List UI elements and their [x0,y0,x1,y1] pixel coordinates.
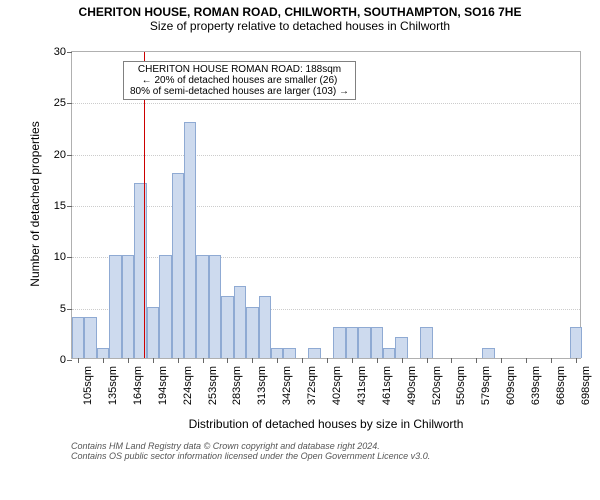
footer-line-1: Contains HM Land Registry data © Crown c… [71,441,581,451]
histogram-bar [122,255,134,358]
histogram-bar [271,348,283,358]
histogram-bar [395,337,407,358]
x-tick-mark [302,358,303,363]
histogram-bar [482,348,494,358]
x-tick-mark [451,358,452,363]
footer-line-2: Contains OS public sector information li… [71,451,581,461]
x-tick-label: 639sqm [530,366,542,405]
x-tick-label: 402sqm [331,366,343,405]
x-tick-mark [252,358,253,363]
gridline [72,206,580,207]
histogram-bar [172,173,184,358]
x-tick-mark [427,358,428,363]
x-tick-label: 431sqm [356,366,368,405]
y-axis-label: Number of detached properties [28,104,42,304]
x-tick-label: 105sqm [82,366,94,405]
gridline [72,257,580,258]
annotation-line-1: CHERITON HOUSE ROMAN ROAD: 188sqm [130,64,349,75]
histogram-bar [346,327,358,358]
histogram-bar [358,327,370,358]
gridline [72,155,580,156]
x-tick-label: 372sqm [306,366,318,405]
x-tick-mark [551,358,552,363]
x-tick-mark [153,358,154,363]
histogram-bar [221,296,233,358]
x-axis-label: Distribution of detached houses by size … [71,417,581,431]
histogram-bar [209,255,221,358]
x-tick-mark [352,358,353,363]
y-tick-mark [67,206,72,207]
histogram-bar [259,296,271,358]
annotation-box: CHERITON HOUSE ROMAN ROAD: 188sqm ← 20% … [123,61,356,100]
histogram-bar [84,317,96,358]
histogram-bar [97,348,109,358]
x-tick-label: 668sqm [555,366,567,405]
x-tick-label: 550sqm [455,366,467,405]
y-tick-mark [67,103,72,104]
x-tick-label: 164sqm [132,366,144,405]
x-tick-mark [277,358,278,363]
chart-title-2: Size of property relative to detached ho… [5,19,595,33]
x-tick-label: 609sqm [505,366,517,405]
histogram-bar [333,327,345,358]
x-tick-mark [526,358,527,363]
histogram-bar [246,307,258,358]
x-tick-mark [203,358,204,363]
histogram-bar [234,286,246,358]
x-tick-mark [178,358,179,363]
histogram-bar [383,348,395,358]
annotation-line-2: ← 20% of detached houses are smaller (26… [130,75,349,86]
histogram-bar [308,348,320,358]
x-tick-mark [227,358,228,363]
histogram-bar [109,255,121,358]
chart-title-1: CHERITON HOUSE, ROMAN ROAD, CHILWORTH, S… [5,5,595,19]
x-tick-mark [78,358,79,363]
x-tick-mark [402,358,403,363]
chart-container: CHERITON HOUSE, ROMAN ROAD, CHILWORTH, S… [5,5,595,495]
histogram-bar [159,255,171,358]
x-tick-label: 194sqm [157,366,169,405]
y-tick-mark [67,52,72,53]
histogram-bar [371,327,383,358]
x-tick-label: 520sqm [431,366,443,405]
histogram-bar [184,122,196,358]
x-tick-mark [128,358,129,363]
x-tick-label: 698sqm [580,366,592,405]
x-tick-label: 283sqm [231,366,243,405]
x-tick-mark [476,358,477,363]
x-tick-label: 461sqm [381,366,393,405]
y-tick-mark [67,257,72,258]
x-tick-mark [327,358,328,363]
histogram-bar [147,307,159,358]
x-tick-label: 490sqm [406,366,418,405]
plot-area: 051015202530105sqm135sqm164sqm194sqm224s… [71,51,581,359]
x-tick-mark [501,358,502,363]
x-tick-mark [377,358,378,363]
histogram-bar [570,327,582,358]
histogram-bar [72,317,84,358]
y-tick-mark [67,309,72,310]
x-tick-label: 253sqm [207,366,219,405]
x-tick-label: 135sqm [107,366,119,405]
y-tick-mark [67,360,72,361]
gridline [72,103,580,104]
x-tick-label: 579sqm [480,366,492,405]
histogram-bar [196,255,208,358]
y-tick-mark [67,155,72,156]
footer-attribution: Contains HM Land Registry data © Crown c… [71,441,581,461]
x-tick-label: 224sqm [182,366,194,405]
x-tick-label: 342sqm [281,366,293,405]
x-tick-mark [103,358,104,363]
histogram-bar [283,348,295,358]
annotation-line-3: 80% of semi-detached houses are larger (… [130,86,349,97]
x-tick-label: 313sqm [256,366,268,405]
histogram-bar [420,327,432,358]
x-tick-mark [576,358,577,363]
